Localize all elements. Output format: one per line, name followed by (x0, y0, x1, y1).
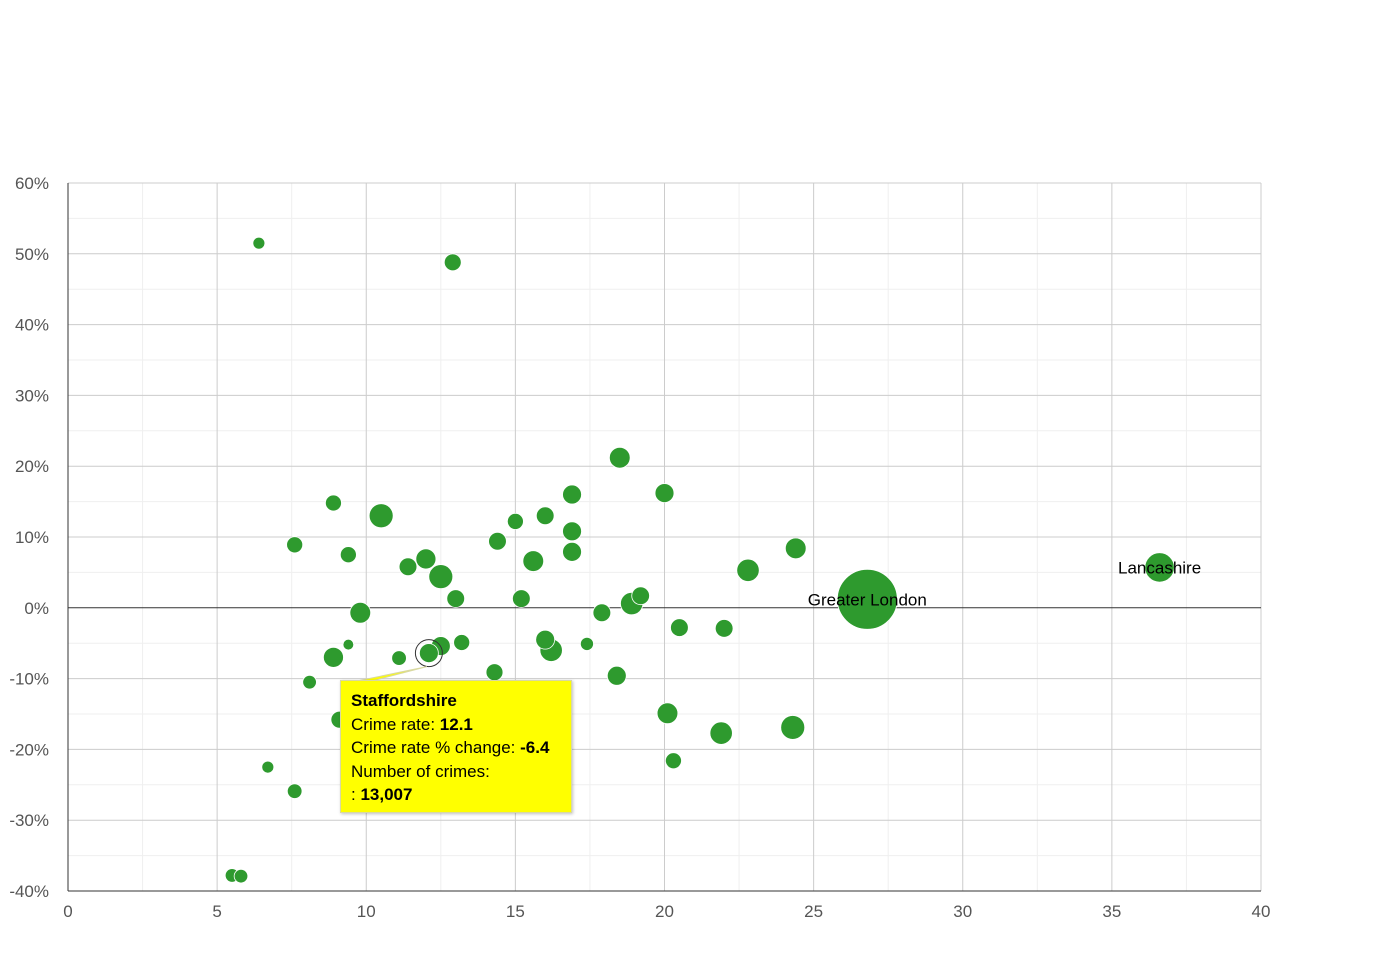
bubble[interactable] (252, 236, 266, 250)
bubble[interactable] (418, 643, 439, 663)
tooltip-crimes-value: 13,007 (360, 785, 413, 804)
bubble[interactable] (631, 586, 650, 606)
y-tick-label: 10% (15, 528, 49, 547)
bubble[interactable] (670, 618, 689, 637)
bubble[interactable] (608, 446, 631, 469)
bubble[interactable] (522, 550, 545, 572)
bubble[interactable] (485, 663, 504, 682)
bubble[interactable] (233, 868, 249, 884)
bubble[interactable] (836, 568, 898, 630)
y-tick-label: -40% (9, 882, 49, 901)
bubble[interactable] (714, 619, 734, 638)
tooltip: Staffordshire Crime rate: 12.1 Crime rat… (340, 680, 572, 813)
bubble[interactable] (286, 783, 303, 799)
bubble[interactable] (592, 603, 612, 623)
bubble[interactable] (398, 557, 418, 577)
y-tick-label: -20% (9, 740, 49, 759)
y-tick-label: 50% (15, 245, 49, 264)
bubble[interactable] (709, 721, 733, 745)
bubble[interactable] (428, 564, 454, 590)
bubble[interactable] (562, 521, 582, 542)
bubble[interactable] (664, 752, 682, 770)
y-tick-label: -30% (9, 811, 49, 830)
bubble-label: Greater London (808, 590, 927, 609)
y-tick-label: 60% (15, 174, 49, 193)
bubble[interactable] (391, 650, 407, 666)
bubble[interactable] (606, 665, 627, 686)
bubble[interactable] (784, 537, 807, 560)
bubble[interactable] (286, 536, 304, 554)
y-tick-label: 40% (15, 316, 49, 335)
x-tick-label: 20 (655, 902, 674, 921)
bubble[interactable] (579, 636, 594, 651)
x-tick-label: 10 (357, 902, 376, 921)
bubble[interactable] (654, 483, 675, 503)
tooltip-change-value: -6.4 (520, 738, 550, 757)
bubble[interactable] (453, 634, 471, 651)
bubble[interactable] (446, 589, 466, 608)
tooltip-crime-rate-value: 12.1 (439, 714, 473, 734)
bubble-label: Lancashire (1118, 558, 1201, 577)
bubble[interactable] (443, 253, 462, 272)
bubble[interactable] (512, 589, 531, 608)
bubble[interactable] (656, 702, 679, 725)
bubble[interactable] (562, 541, 582, 562)
tooltip-title: Staffordshire (351, 691, 457, 710)
bubble[interactable] (736, 558, 760, 582)
x-tick-label: 35 (1102, 902, 1121, 921)
bubble-labels: Greater London Lancashire (808, 558, 1201, 609)
y-tick-label: 0% (24, 599, 49, 618)
y-tick-label: 20% (15, 457, 49, 476)
bubble[interactable] (339, 546, 357, 564)
y-tick-label: -10% (9, 670, 49, 689)
bubble[interactable] (349, 601, 372, 624)
x-tick-label: 15 (506, 902, 525, 921)
tooltip-crimes-prefix: : (351, 785, 361, 804)
bubble[interactable] (562, 484, 582, 505)
bubble[interactable] (780, 715, 806, 740)
bubble-highlight-ring (414, 639, 443, 668)
bubbles (224, 236, 1175, 884)
bubble[interactable] (324, 494, 342, 512)
tooltip-crime-rate-label: Crime rate: (351, 714, 440, 734)
x-tick-label: 30 (953, 902, 972, 921)
bubble[interactable] (302, 674, 317, 690)
x-tick-label: 5 (212, 902, 221, 921)
bubble[interactable] (535, 506, 555, 526)
bubble[interactable] (488, 531, 507, 551)
bubble[interactable] (415, 548, 437, 570)
x-tick-label: 0 (63, 902, 72, 921)
grid-lines (67, 182, 1262, 892)
bubble[interactable] (506, 512, 524, 530)
x-tick-label: 25 (804, 902, 823, 921)
tooltip-change-label: Crime rate % change: (351, 738, 521, 757)
bubble[interactable] (368, 503, 394, 529)
y-tick-label: 30% (15, 386, 49, 405)
bubble[interactable] (342, 638, 355, 651)
bubble[interactable] (535, 629, 556, 650)
tooltip-crimes-label: Number of crimes: (351, 761, 490, 781)
bubble[interactable] (1144, 552, 1175, 583)
bubble[interactable] (323, 646, 344, 668)
x-tick-label: 40 (1252, 902, 1271, 921)
axes: 0 5 10 15 20 25 30 35 40 60% 50% 40% 30% 20% 10% 0% -10%… (9, 174, 1270, 921)
bubble[interactable] (261, 760, 275, 774)
